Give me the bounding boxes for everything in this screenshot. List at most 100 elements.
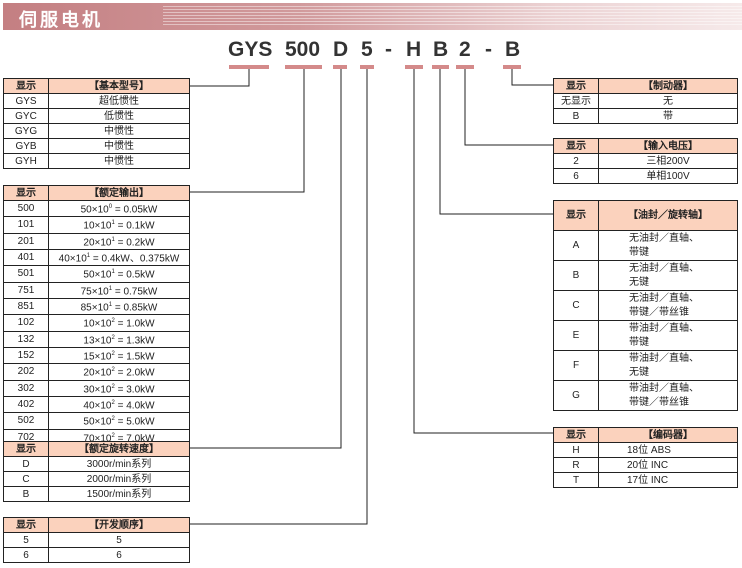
table-cell: 带 [598, 108, 738, 124]
table-row: 302 30×102 = 3.0kW [3, 379, 190, 397]
table-cell: GYG [3, 123, 49, 139]
table-row: 501 50×101 = 0.5kW [3, 265, 190, 283]
table-cell: 5 [48, 532, 190, 548]
table-cell: GYS [3, 93, 49, 109]
table-cell: 2 [111, 416, 115, 423]
table-cell: R [553, 457, 599, 473]
table-cell: 302 [3, 379, 49, 397]
table-row: 无显示无 [553, 93, 738, 109]
table-row: GYB 中惯性 [3, 138, 190, 154]
table-cell: 50×10 [80, 204, 109, 216]
table-cell: 无油封／直轴、 无键 [598, 260, 738, 291]
table-cell: 显示 [3, 441, 49, 457]
page-title: 伺服电机 [19, 10, 103, 30]
table-cell: 显示 [553, 78, 599, 94]
table-cell: 201 [3, 232, 49, 250]
table-cell: 2000r/min系列 [48, 471, 190, 487]
table-row: 201 20×101 = 0.2kW [3, 232, 190, 250]
code-speed: D [333, 38, 349, 61]
table-row: B 无油封／直轴、 无键 [553, 260, 738, 291]
table-cell: 85×10 [80, 302, 109, 314]
table-row: 402 40×102 = 4.0kW [3, 395, 190, 414]
table-cell: GYC [3, 108, 49, 124]
table-cell: 18位 ABS [598, 442, 738, 458]
table-cell: 40×10 [58, 253, 87, 265]
table-cell: = 2.0kW [114, 367, 155, 379]
table-row: 101 10×101 = 0.1kW [3, 216, 190, 234]
table-row: H 18位 ABS [553, 442, 738, 458]
table-cell: 152 [3, 346, 49, 365]
table-cell: 无油封／直轴、 [629, 292, 699, 304]
table-cell: 2 [111, 318, 115, 325]
table-cell: 30×10 [83, 383, 112, 395]
table-cell: 无键 [629, 276, 649, 288]
table-cell: 0 [108, 204, 113, 210]
table-row: 102 10×102 = 1.0kW [3, 314, 190, 332]
table-cell: 带油封／直轴、 [629, 382, 699, 394]
table-cell: 2 [553, 153, 599, 169]
table-cell: 1 [111, 236, 115, 243]
table-cell: 75×101 = 0.75kW [48, 281, 190, 299]
table-cell: 13×102 = 1.3kW [48, 330, 190, 348]
table-cell: = 7.0kW [114, 432, 155, 444]
table-cell: 40×102 = 4.0kW [48, 395, 190, 414]
table-cell: B [3, 486, 49, 502]
table-cell: 17位 INC [598, 472, 738, 488]
code-encoder: H [406, 38, 422, 61]
table-row: 6 单相100V [553, 168, 738, 184]
table-cell: 1 [111, 220, 115, 227]
table-cell: C [553, 290, 599, 321]
table-cell: = 3.0kW [114, 383, 155, 395]
table-cell: 带键 [629, 336, 649, 348]
table-cell: 【输入电压】 [598, 138, 738, 154]
table-row: 502 50×102 = 5.0kW [3, 412, 190, 430]
table-cell: 50×10 [83, 269, 112, 281]
table-cell: 132 [3, 330, 49, 348]
table-cell: 10×10 [83, 318, 112, 330]
table-cell: 101 [3, 216, 49, 234]
table-cell: 带油封／直轴、 [629, 322, 699, 334]
table-cell: 30×102 = 3.0kW [48, 379, 190, 397]
table-cell: 20位 INC [598, 457, 738, 473]
table-cell: 10×10 [83, 220, 112, 232]
table-cell: 402 [3, 395, 49, 414]
table-cell: 3000r/min系列 [48, 456, 190, 472]
table-row: 显示 【编码器】 [553, 427, 738, 443]
table-row: 显示 【输入电压】 [553, 138, 738, 154]
code-dash-2: - [485, 38, 492, 61]
table-cell: 20×102 = 2.0kW [48, 363, 190, 381]
table-row: 显示 【油封／旋转轴】 [553, 200, 738, 231]
table-cell: 50×10 [83, 416, 112, 428]
table-cell: 2 [111, 383, 115, 390]
table-cell: T [553, 472, 599, 488]
underline-bar [285, 65, 322, 69]
banner-stripes [163, 6, 742, 27]
table-cell: 带键／带丝锥 [629, 396, 689, 408]
underline-bar [503, 65, 521, 69]
rated-output-table: 显示 【额定输出】 500 50×100 = 0.05kW 101 10×101 = 0… [3, 185, 190, 446]
underline-bar [360, 65, 374, 69]
table-cell: 无油封／直轴、 带键 [598, 230, 738, 261]
rated-speed-table: 显示 【额定旋转速度】 D 3000r/min系列 C 2000r/min系列 B 15… [3, 441, 190, 502]
table-cell: 【额定旋转速度】 [48, 441, 190, 457]
table-cell: 【基本型号】 [48, 78, 190, 94]
table-cell: = 0.4kW、0.375kW [90, 253, 180, 265]
table-cell: 中惯性 [48, 153, 190, 169]
table-row: G 带油封／直轴、 带键／带丝锥 [553, 380, 738, 411]
table-cell: 带油封／直轴、 带键／带丝锥 [598, 380, 738, 411]
table-cell: 85×101 = 0.85kW [48, 297, 190, 316]
table-cell: 【额定输出】 [48, 185, 190, 201]
table-cell: 显示 [3, 78, 49, 94]
table-cell: 三相200V [598, 153, 738, 169]
table-row: 202 20×102 = 2.0kW [3, 363, 190, 381]
table-cell: 2 [111, 432, 115, 439]
table-cell: 500 [3, 199, 49, 218]
table-row: 显示 【开发顺序】 [3, 517, 190, 533]
oil-seal-shaft-table: 显示 【油封／旋转轴】 A 无油封／直轴、 带键 B 无油封／直轴、 无键 C 无油封／直轴、带… [553, 200, 738, 411]
table-cell: 带油封／直轴、 带键 [598, 320, 738, 351]
table-cell: 无油封／直轴、 带键／带丝锥 [598, 290, 738, 321]
